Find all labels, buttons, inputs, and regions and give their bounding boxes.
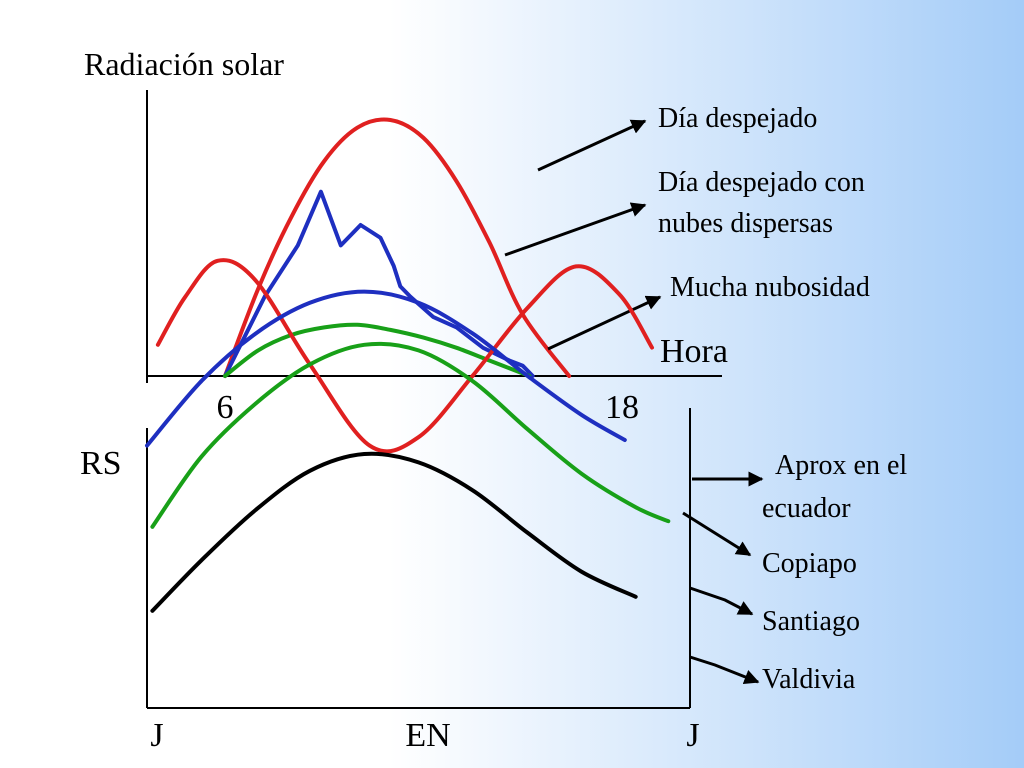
legend-mucha-nubosidad: Mucha nubosidad: [670, 272, 870, 303]
x-tick-18: 18: [605, 389, 639, 426]
pointer-arrow-copiapo: [682, 511, 752, 557]
series-line-mucha-nubosidad: [223, 322, 532, 378]
series-line-santiago: [150, 341, 671, 529]
series-line-dia-despejado: [223, 117, 572, 378]
series-line-valdivia: [150, 451, 638, 613]
x-tick-6: 6: [217, 389, 234, 426]
pointer-arrow-santiago: [689, 586, 754, 616]
legend-ecuador-line2: ecuador: [762, 493, 851, 524]
legend-valdivia: Valdivia: [762, 664, 856, 695]
legend-nubes-line2: nubes dispersas: [658, 208, 833, 239]
legend-ecuador-line1: Aprox en el: [775, 450, 907, 481]
pointer-arrow-valdivia: [689, 655, 760, 685]
pointer-arrow-nubosidad: [547, 295, 662, 351]
x-tick-en: EN: [405, 717, 450, 754]
legend-santiago: Santiago: [762, 606, 860, 637]
top-chart-title: Radiación solar: [84, 46, 284, 82]
series-line-aprox-en-el-ecuador: [155, 258, 654, 454]
bottom-chart: RS J EN J Aprox en el ecuador Copiapo Sa…: [80, 258, 907, 754]
top-series-group: [223, 117, 572, 378]
legend-nubes-line1: Día despejado con: [658, 167, 865, 198]
x-tick-j-end: J: [686, 717, 699, 754]
x-tick-j-start: J: [150, 717, 163, 754]
legend-copiapo: Copiapo: [762, 548, 857, 579]
pointer-arrow-dia-despejado: [537, 119, 647, 172]
pointer-arrow-nubes: [504, 202, 647, 257]
bottom-series-group: [145, 258, 671, 613]
y-axis-label-rs: RS: [80, 445, 122, 482]
top-chart: Radiación solar 6 18 Hora Día despejado …: [84, 46, 870, 426]
x-axis-label-hora: Hora: [660, 333, 728, 370]
series-line-dia-despejado-con-nubes-dispersas: [223, 189, 535, 378]
legend-dia-despejado: Día despejado: [658, 103, 817, 134]
series-line-copiapo: [145, 289, 627, 448]
